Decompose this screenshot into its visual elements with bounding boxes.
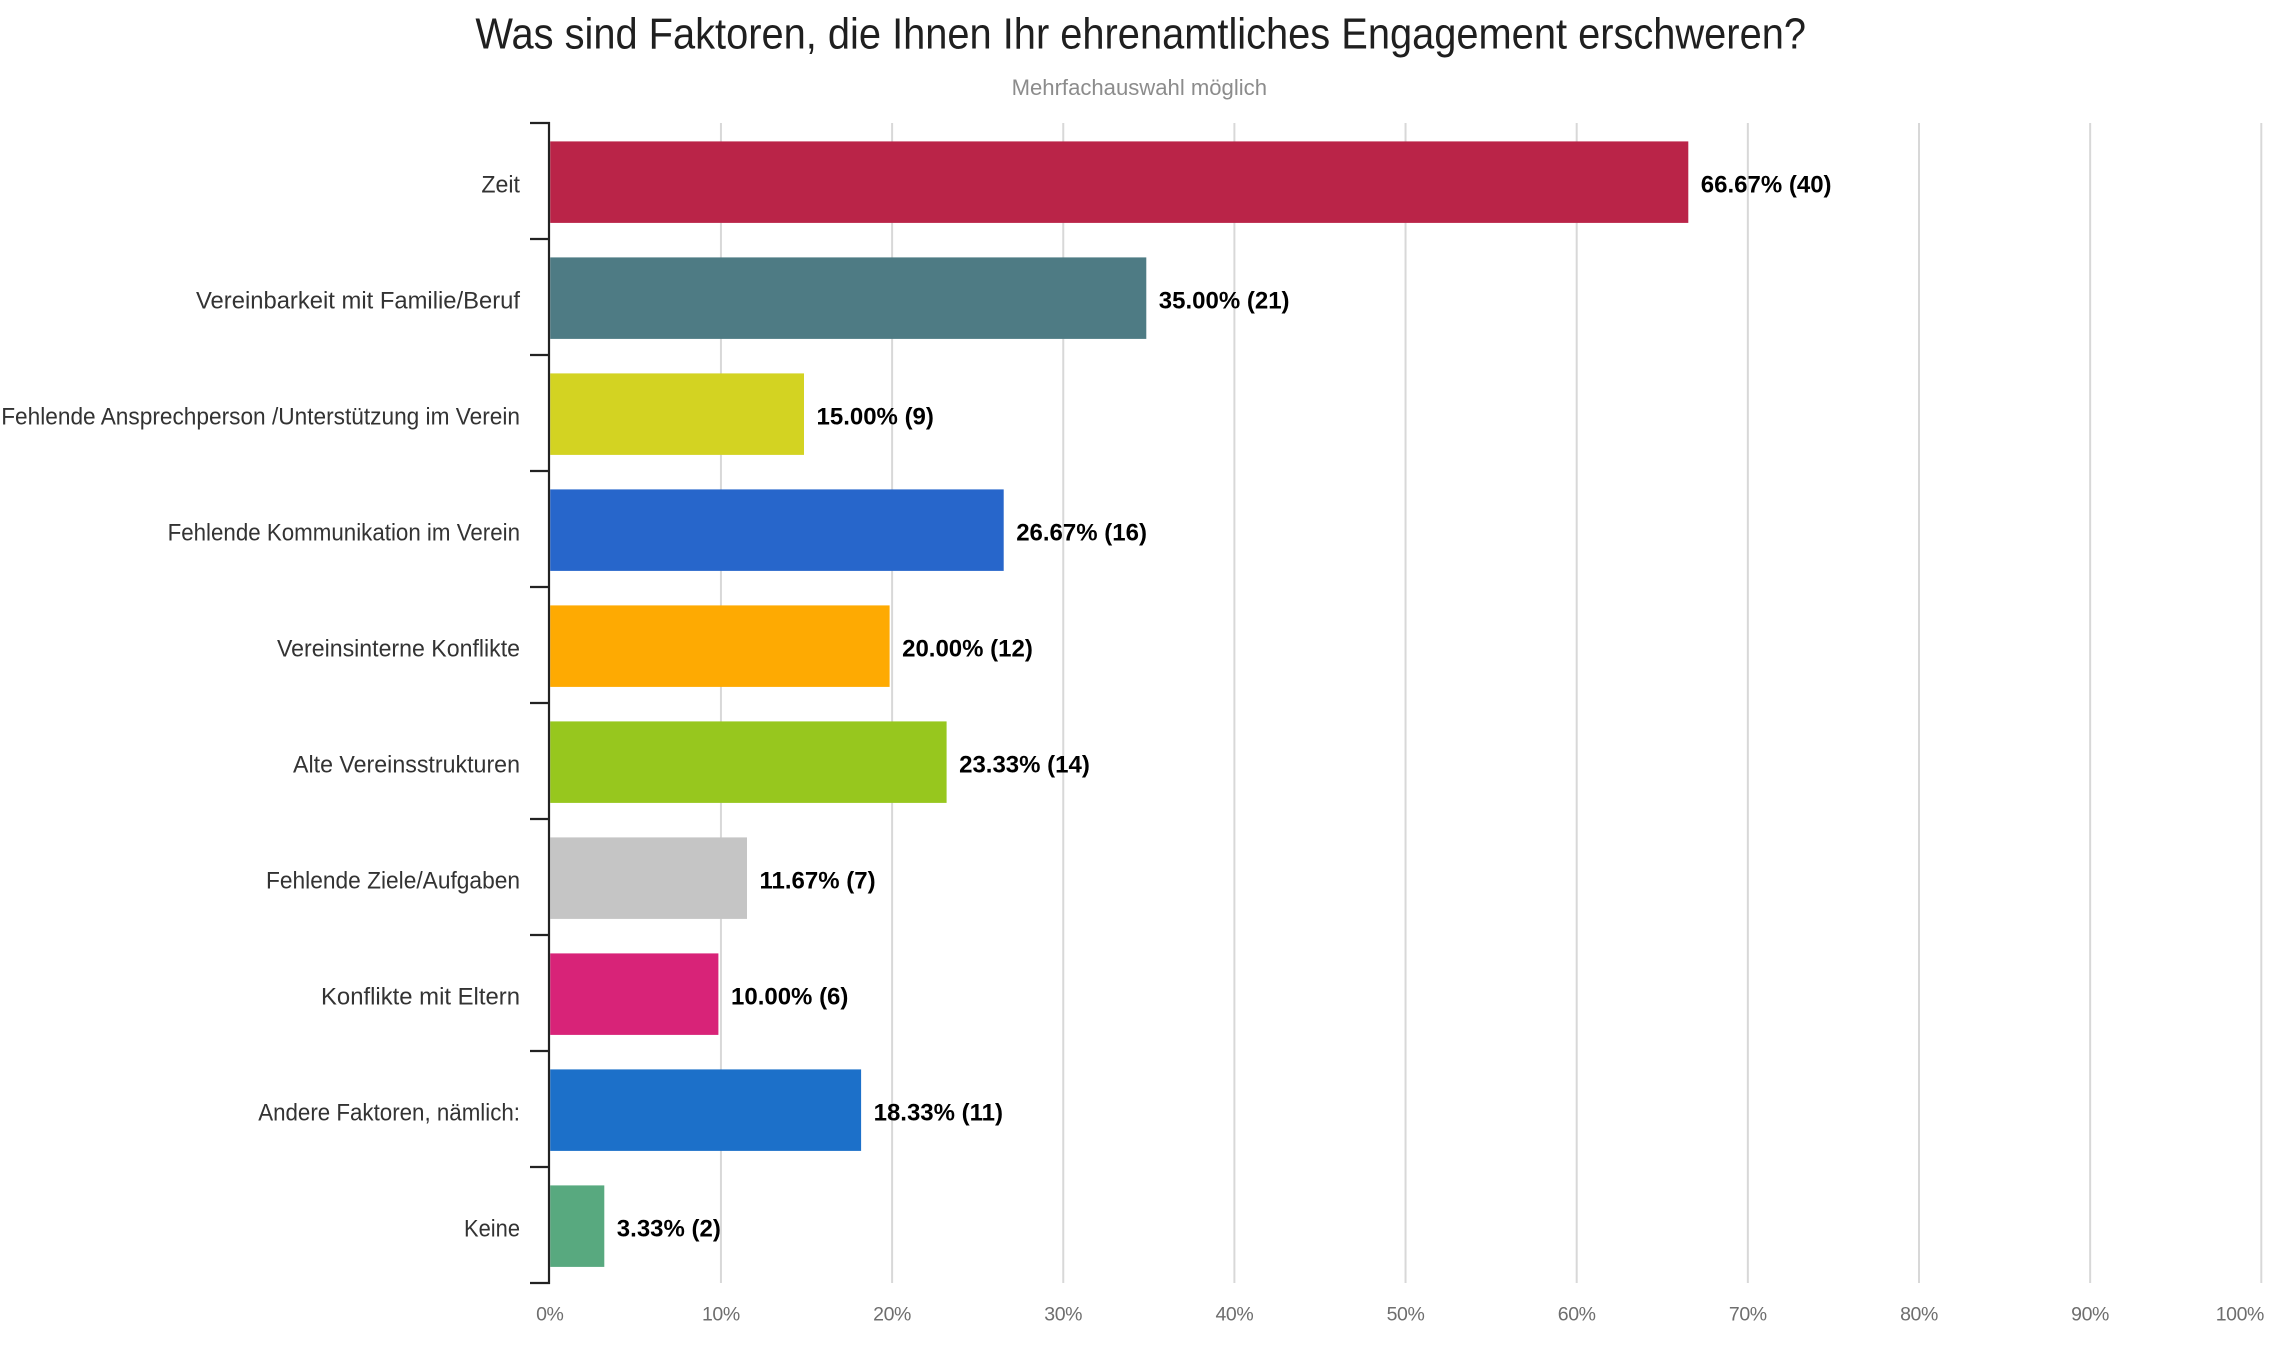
svg-text:3.33% (2): 3.33% (2)	[617, 1216, 721, 1243]
svg-text:Andere Faktoren, nämlich:: Andere Faktoren, nämlich:	[258, 1100, 520, 1127]
svg-text:80%: 80%	[1900, 1304, 1938, 1326]
svg-text:66.67% (40): 66.67% (40)	[1701, 172, 1832, 199]
svg-text:26.67% (16): 26.67% (16)	[1016, 520, 1147, 547]
svg-text:Mehrfachauswahl möglich: Mehrfachauswahl möglich	[1012, 75, 1267, 100]
svg-text:60%: 60%	[1558, 1304, 1596, 1326]
svg-text:100%: 100%	[2216, 1304, 2264, 1326]
svg-text:0%: 0%	[536, 1304, 563, 1326]
svg-text:10.00% (6): 10.00% (6)	[731, 984, 848, 1011]
svg-text:90%: 90%	[2071, 1304, 2109, 1326]
svg-text:Fehlende Ziele/Aufgaben: Fehlende Ziele/Aufgaben	[266, 868, 520, 895]
svg-text:15.00% (9): 15.00% (9)	[817, 404, 934, 431]
svg-text:23.33% (14): 23.33% (14)	[959, 752, 1090, 779]
svg-text:Vereinbarkeit mit Familie/Beru: Vereinbarkeit mit Familie/Beruf	[196, 288, 520, 315]
svg-text:40%: 40%	[1215, 1304, 1253, 1326]
svg-text:20.00% (12): 20.00% (12)	[902, 636, 1033, 663]
svg-text:70%: 70%	[1729, 1304, 1767, 1326]
svg-text:11.67% (7): 11.67% (7)	[760, 868, 876, 895]
svg-text:Konflikte mit Eltern: Konflikte mit Eltern	[321, 984, 520, 1011]
svg-text:Fehlende Kommunikation im Vere: Fehlende Kommunikation im Verein	[168, 520, 520, 547]
svg-text:Zeit: Zeit	[481, 172, 520, 199]
svg-text:Was sind Faktoren, die Ihnen I: Was sind Faktoren, die Ihnen Ihr ehrenam…	[475, 9, 1806, 58]
svg-text:30%: 30%	[1044, 1304, 1082, 1326]
svg-text:35.00% (21): 35.00% (21)	[1159, 288, 1290, 315]
svg-text:50%: 50%	[1387, 1304, 1425, 1326]
svg-text:Fehlende Ansprechperson /Unter: Fehlende Ansprechperson /Unterstützung i…	[1, 404, 520, 431]
svg-text:Keine: Keine	[464, 1216, 520, 1243]
svg-text:Alte Vereinsstrukturen: Alte Vereinsstrukturen	[293, 752, 520, 779]
svg-text:10%: 10%	[702, 1304, 740, 1326]
svg-text:20%: 20%	[873, 1304, 911, 1326]
svg-text:Vereinsinterne Konflikte: Vereinsinterne Konflikte	[277, 636, 520, 663]
svg-text:18.33% (11): 18.33% (11)	[874, 1100, 1003, 1127]
